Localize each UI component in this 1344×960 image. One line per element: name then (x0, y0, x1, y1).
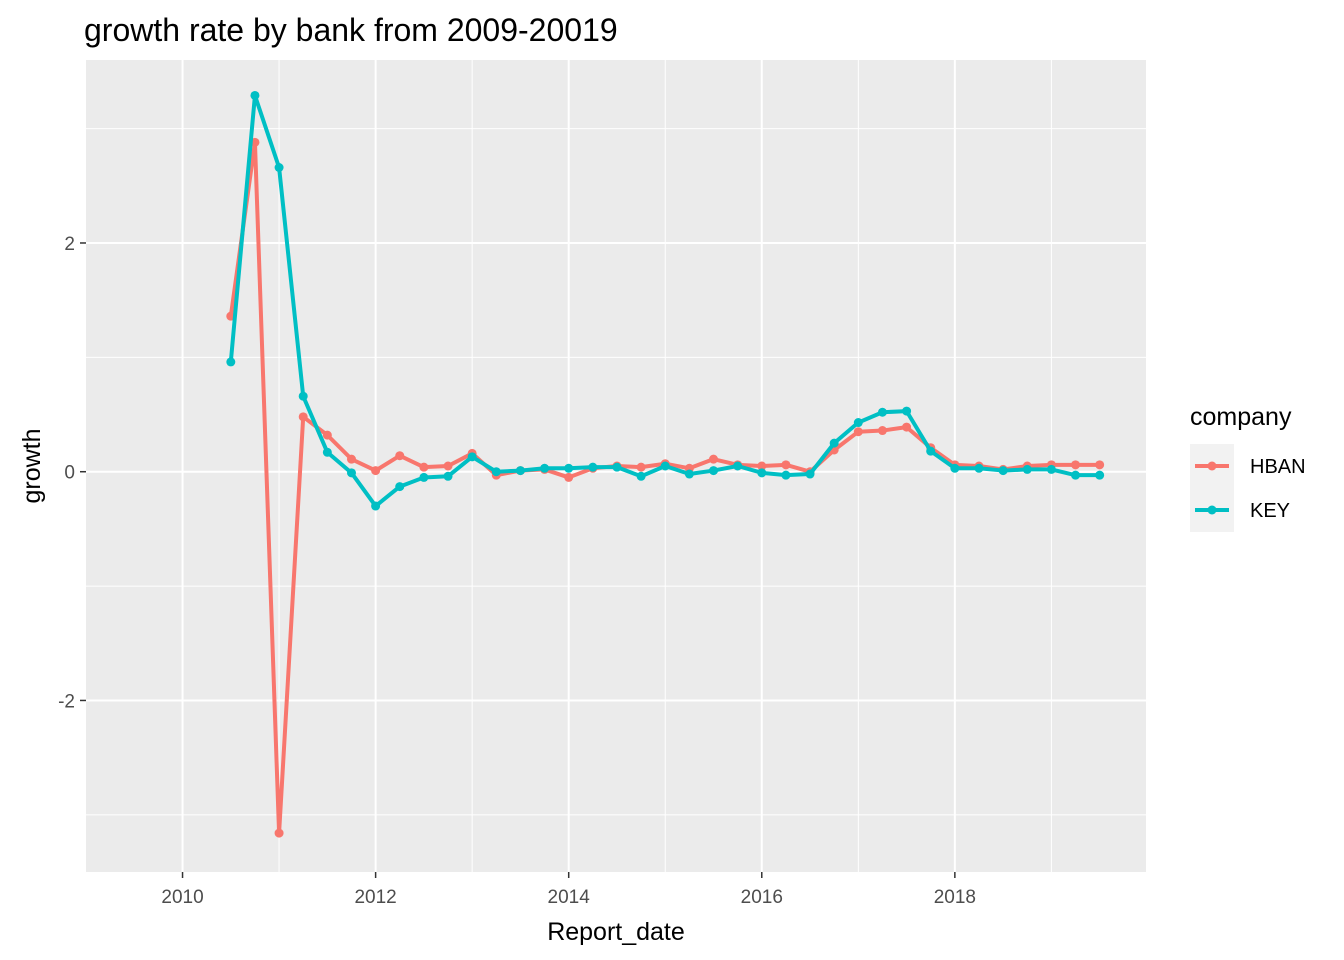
series-key (226, 90, 1105, 511)
data-point-hban (902, 422, 912, 432)
y-axis: -2 0 2 (58, 234, 86, 712)
legend-key-point-hban (1207, 461, 1217, 471)
data-point-key (660, 461, 670, 471)
data-point-key (853, 418, 863, 428)
data-point-key (491, 467, 501, 477)
data-point-key (1046, 464, 1056, 474)
data-point-key (829, 438, 839, 448)
data-point-key (467, 452, 477, 462)
x-tick-label: 2014 (548, 887, 591, 908)
data-point-key (757, 468, 767, 478)
data-point-hban (419, 462, 429, 472)
data-point-key (298, 391, 308, 401)
data-point-key (395, 482, 405, 492)
data-point-key (781, 470, 791, 480)
data-point-hban (757, 461, 767, 471)
data-point-hban (709, 454, 719, 464)
data-point-key (902, 406, 912, 416)
legend-title: company (1190, 403, 1292, 431)
data-point-hban (636, 462, 646, 472)
data-point-key (322, 447, 332, 457)
data-point-hban (322, 430, 332, 440)
data-point-key (419, 472, 429, 482)
data-point-key (974, 463, 984, 473)
x-tick-label: 2018 (934, 887, 976, 908)
chart-title: growth rate by bank from 2009-20019 (84, 12, 618, 48)
data-point-hban (395, 451, 405, 461)
data-point-hban (853, 427, 863, 437)
legend: company HBAN KEY (1190, 403, 1306, 532)
data-point-key (346, 468, 356, 478)
data-point-key (515, 466, 525, 476)
data-point-key (733, 461, 743, 471)
data-point-hban (298, 412, 308, 422)
legend-keys: HBAN KEY (1190, 444, 1306, 532)
data-point-hban (781, 460, 791, 470)
x-axis-title: Report_date (547, 918, 685, 946)
data-point-key (1022, 464, 1032, 474)
legend-label-key: KEY (1250, 500, 1290, 522)
data-point-key (588, 462, 598, 472)
data-point-hban (877, 426, 887, 436)
data-point-hban (443, 461, 453, 471)
legend-key-point-key (1207, 505, 1217, 515)
data-point-hban (1071, 460, 1081, 470)
data-point-key (564, 463, 574, 473)
data-point-key (1095, 470, 1105, 480)
x-tick-label: 2016 (741, 887, 783, 908)
data-point-key (1071, 470, 1081, 480)
y-tick-label: -2 (58, 691, 75, 712)
data-point-key (877, 407, 887, 417)
data-point-hban (346, 454, 356, 464)
data-point-key (684, 469, 694, 479)
data-point-hban (1095, 460, 1105, 470)
y-tick-label: 0 (64, 463, 75, 484)
x-tick-label: 2010 (161, 887, 203, 908)
data-point-key (250, 90, 260, 100)
data-point-hban (564, 472, 574, 482)
data-point-key (540, 463, 550, 473)
data-point-key (805, 469, 815, 479)
data-point-hban (274, 828, 284, 838)
data-point-hban (371, 466, 381, 476)
y-tick-label: 2 (64, 234, 75, 255)
x-tick-label: 2012 (354, 887, 396, 908)
legend-label-hban: HBAN (1250, 456, 1306, 478)
x-axis: 2010 2012 2014 2016 2018 (161, 872, 976, 908)
data-point-key (998, 466, 1008, 476)
data-point-key (274, 163, 284, 173)
data-point-key (709, 466, 719, 476)
data-point-key (926, 446, 936, 456)
data-point-key (371, 501, 381, 511)
series-layer (226, 90, 1105, 838)
y-axis-title: growth (18, 428, 46, 503)
data-point-key (636, 471, 646, 481)
data-point-key (226, 357, 236, 367)
data-point-key (443, 471, 453, 481)
data-point-key (950, 463, 960, 473)
data-point-key (612, 462, 622, 472)
